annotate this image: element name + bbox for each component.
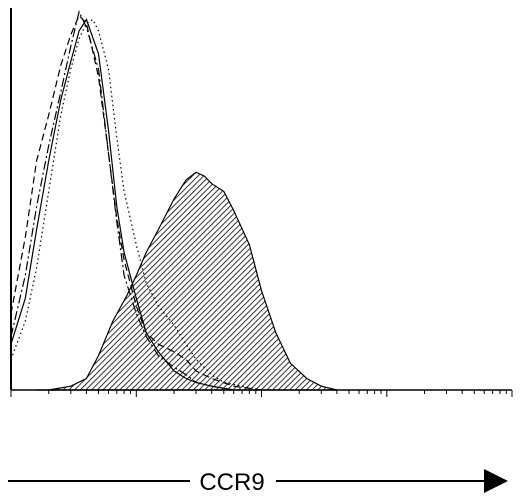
x-axis-label: CCR9 xyxy=(199,469,264,496)
xlabel-arrow-head xyxy=(484,469,508,493)
series-hatched-histogram xyxy=(36,171,338,391)
series-layer xyxy=(10,10,338,391)
series-dash-dot-line xyxy=(10,10,234,391)
x-axis-ticks xyxy=(10,390,513,397)
series-solid-line xyxy=(10,18,234,391)
